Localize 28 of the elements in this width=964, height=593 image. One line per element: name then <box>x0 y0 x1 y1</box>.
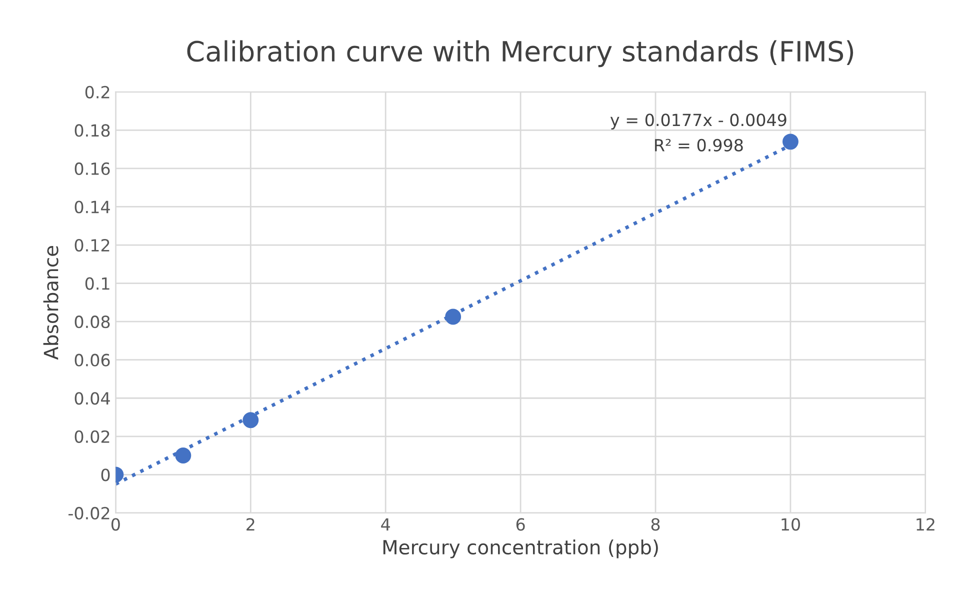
x-tick-label: 2 <box>246 518 254 530</box>
x-tick-label: 4 <box>381 518 390 530</box>
point <box>782 134 798 150</box>
y-tick-label: 0.14 <box>74 200 110 214</box>
y-tick-label: 0.12 <box>74 238 110 252</box>
point <box>175 448 192 464</box>
chart-title: Calibration curve with Mercury standards (FIMS) <box>187 40 854 68</box>
x-tick-label: 12 <box>916 518 934 530</box>
y-tick-label: 0.02 <box>74 430 110 443</box>
annotation: y = 0.0177x - 0.0049 <box>610 114 786 130</box>
annotation: R² = 0.998 <box>655 138 743 152</box>
y-tick-label: 0 <box>101 468 110 482</box>
point <box>242 412 259 428</box>
y-tick-label: 0.08 <box>74 316 110 328</box>
y-tick-label: -0.02 <box>68 506 110 520</box>
x-tick-label: 8 <box>651 518 660 531</box>
x-tick-label: 10 <box>782 518 800 531</box>
point <box>445 308 462 325</box>
y-tick-label: 0.06 <box>74 354 110 366</box>
y-tick-label: 0.16 <box>74 162 110 176</box>
y-tick-label: 0.04 <box>74 392 110 405</box>
y-tick-label: 0.18 <box>74 124 110 137</box>
x-axis-title: Mercury concentration (ppb) <box>383 539 658 558</box>
x-tick-label: 6 <box>516 518 525 531</box>
x-tick-label: 0 <box>111 518 120 531</box>
y-tick-label: 0.2 <box>85 86 110 98</box>
y-tick-label: 0.1 <box>85 277 110 290</box>
y-axis-title: Absorbance <box>43 246 58 360</box>
